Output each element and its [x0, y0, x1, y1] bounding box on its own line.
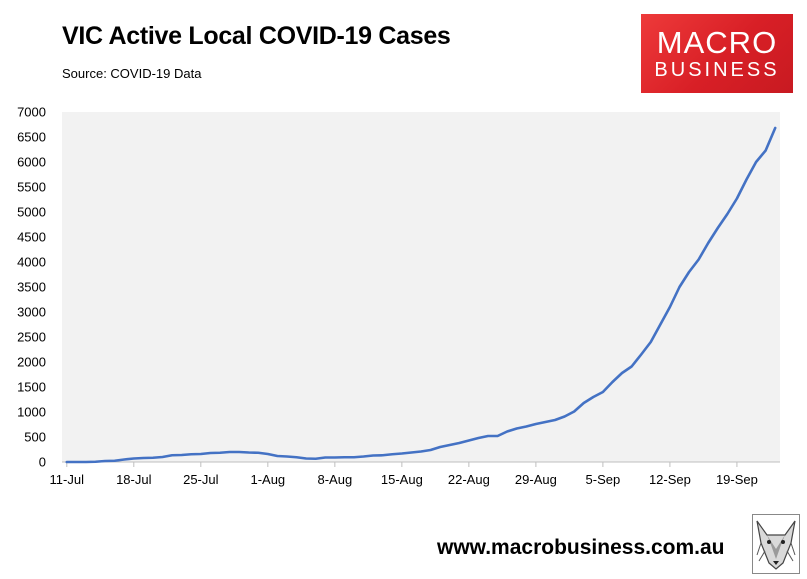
y-tick-label: 0 — [39, 455, 46, 470]
x-tick-label: 25-Jul — [183, 472, 219, 487]
x-tick-label: 8-Aug — [317, 472, 352, 487]
x-axis: 11-Jul 18-Jul 25-Jul 1-Aug 8-Aug 15-Aug 22-Aug… — [50, 462, 758, 487]
y-tick-label: 2000 — [17, 355, 46, 370]
y-tick-label: 4000 — [17, 255, 46, 270]
x-tick-label: 5-Sep — [586, 472, 621, 487]
x-tick-label: 1-Aug — [250, 472, 285, 487]
y-tick-label: 5500 — [17, 180, 46, 195]
y-tick-label: 6000 — [17, 155, 46, 170]
y-tick-label: 500 — [24, 430, 46, 445]
y-tick-label: 1000 — [17, 405, 46, 420]
x-tick-label: 11-Jul — [50, 472, 85, 487]
y-axis: 0 500 1000 1500 2000 2500 3000 3500 4000 4500 5000… — [17, 105, 46, 470]
x-tick-label: 19-Sep — [716, 472, 758, 487]
x-tick-label: 15-Aug — [381, 472, 423, 487]
y-tick-label: 5000 — [17, 205, 46, 220]
plot-area — [62, 112, 780, 462]
x-tick-label: 18-Jul — [116, 472, 152, 487]
y-tick-label: 7000 — [17, 105, 46, 120]
y-tick-label: 2500 — [17, 330, 46, 345]
series-line-active-cases — [65, 126, 777, 464]
y-tick-label: 3000 — [17, 305, 46, 320]
x-tick-label: 29-Aug — [515, 472, 557, 487]
x-tick-label: 22-Aug — [448, 472, 490, 487]
macrobusiness-logo: MACRO BUSINESS — [641, 14, 793, 93]
wolf-head-icon — [752, 514, 800, 574]
y-tick-label: 1500 — [17, 380, 46, 395]
chart-title: VIC Active Local COVID-19 Cases — [62, 22, 451, 50]
x-tick-label: 12-Sep — [649, 472, 691, 487]
footer-url: www.macrobusiness.com.au — [437, 536, 725, 559]
chart-source: Source: COVID-19 Data — [62, 66, 202, 81]
logo-line-2: BUSINESS — [654, 59, 780, 81]
logo-line-1: MACRO — [656, 25, 778, 60]
y-tick-label: 6500 — [17, 130, 46, 145]
y-tick-label: 4500 — [17, 230, 46, 245]
y-tick-label: 3500 — [17, 280, 46, 295]
